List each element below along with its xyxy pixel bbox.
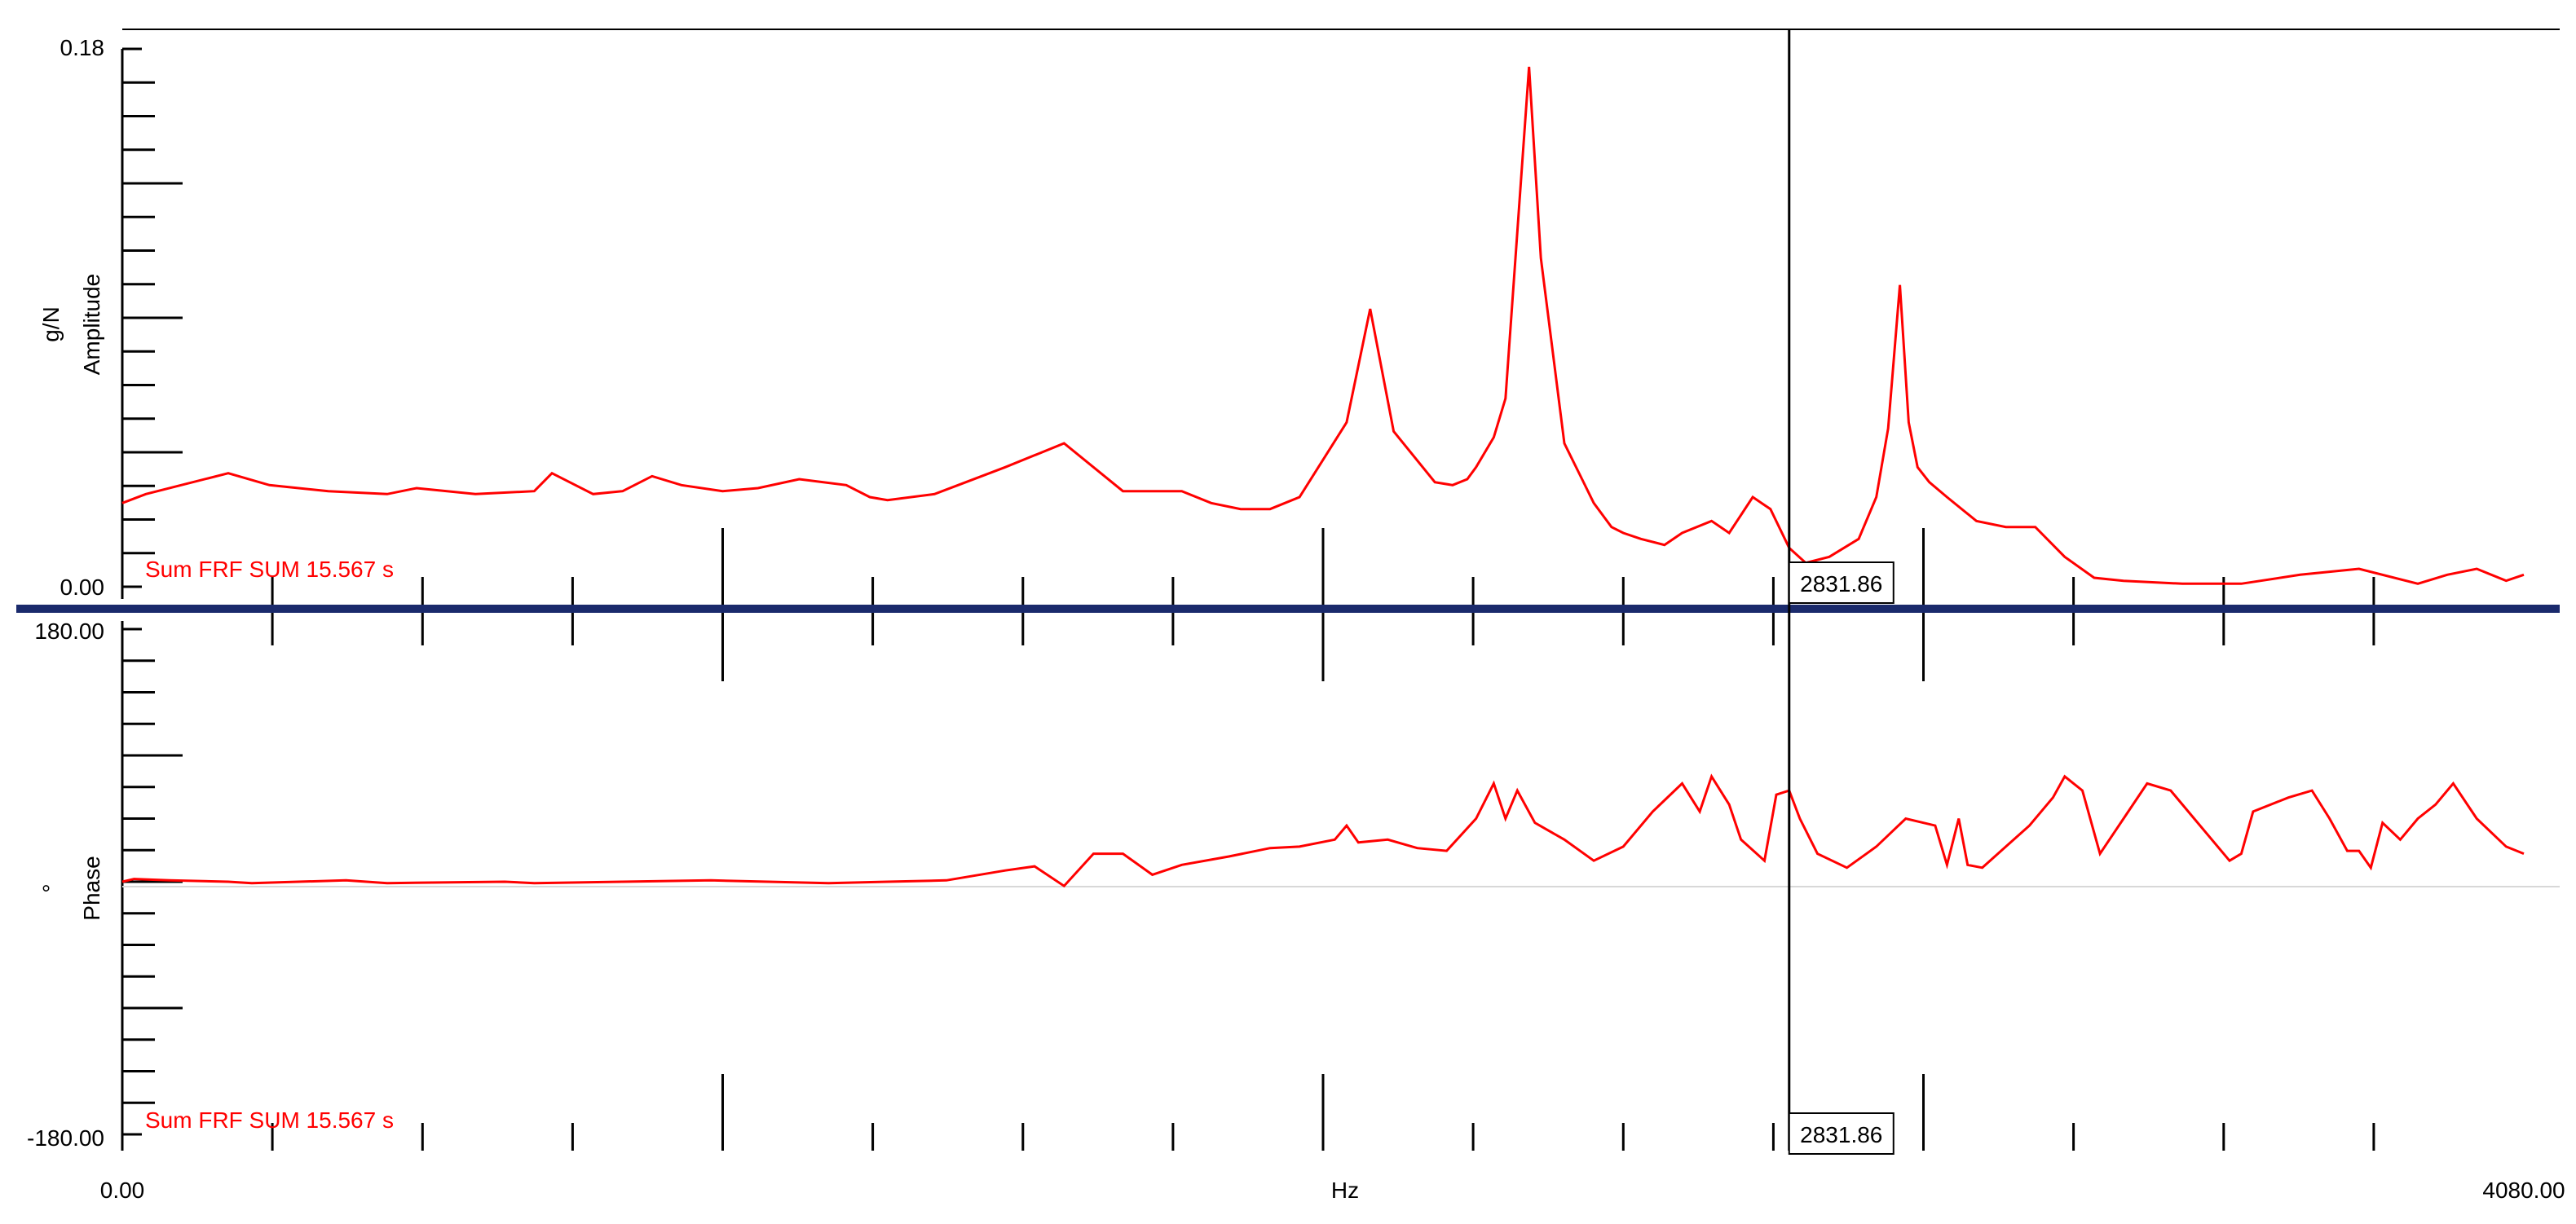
x-axis-label: Hz [1331,1178,1359,1203]
amplitude-panel: 0.18 0.00 g/N Amplitude Sum FRF SUM 15.5… [38,35,2525,605]
amplitude-x-ticks [271,528,2375,605]
phase-series-line [121,773,2525,888]
amplitude-unit-label: g/N [38,306,64,342]
phase-x-ticks [271,613,2375,1151]
amplitude-y-ticks [122,47,183,588]
phase-y-axis-label: Phase [79,856,104,920]
phase-y-ticks [122,627,183,1136]
phase-y-tick-bottom-label: -180.00 [27,1125,104,1151]
phase-panel: 180.00 -180.00 ° Phase Sum FRF SUM 15.56… [27,613,2525,1151]
panel-divider [16,605,2560,613]
cursor-readout-phase: 2831.86 [1800,1122,1882,1147]
phase-unit-label: ° [38,883,64,892]
frequency-cursor[interactable]: 2831.86 2831.86 [1788,29,1895,1155]
cursor-readout-box-amplitude [1788,561,1895,604]
amplitude-y-tick-top-label: 0.18 [60,35,105,60]
cursor-readout-box-phase [1788,1112,1895,1155]
cursor-readout-amplitude: 2831.86 [1800,571,1882,597]
amplitude-series-line [121,66,2525,585]
phase-y-tick-top-label: 180.00 [34,619,104,644]
phase-legend-label: Sum FRF SUM 15.567 s [145,1107,394,1133]
x-axis-max-label: 4080.00 [2482,1178,2565,1203]
x-axis-min-label: 0.00 [100,1178,145,1203]
amplitude-y-axis-label: Amplitude [79,274,104,376]
amplitude-y-tick-bottom-label: 0.00 [60,575,105,600]
amplitude-legend-label: Sum FRF SUM 15.567 s [145,557,394,582]
